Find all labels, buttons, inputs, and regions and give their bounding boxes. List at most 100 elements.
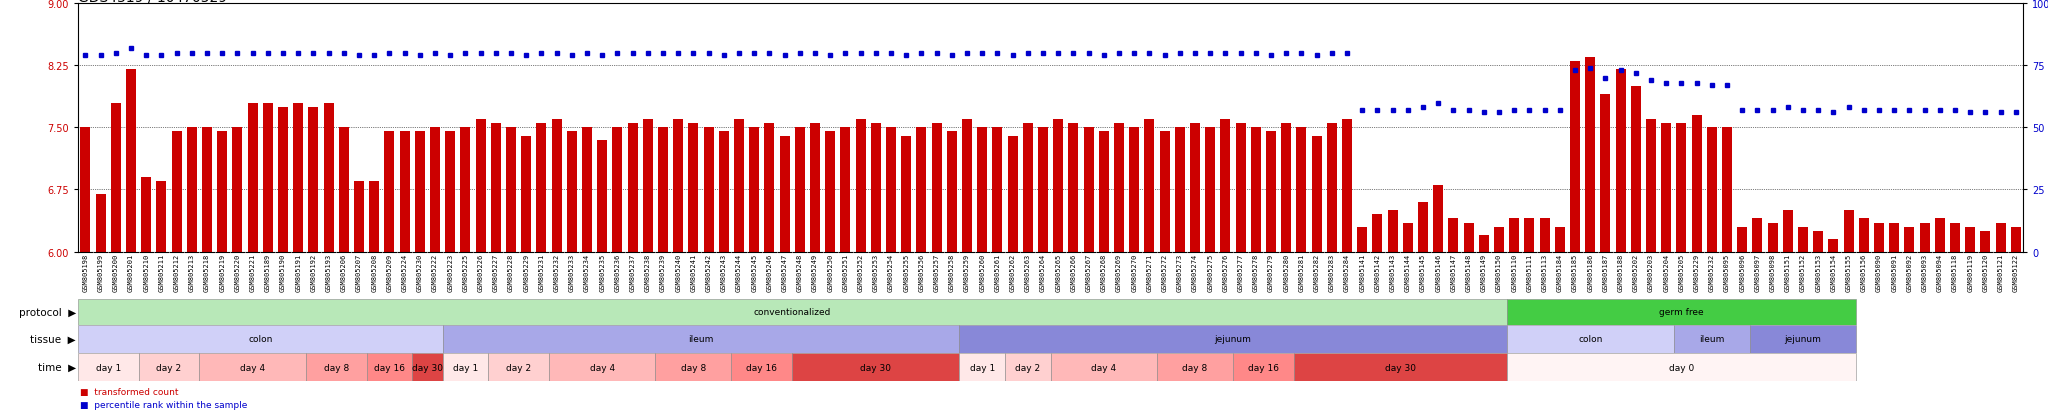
Bar (1251, 128, 1262, 252)
Text: GSM805268: GSM805268 (1102, 253, 1106, 292)
Bar (582, 128, 592, 252)
Text: GSM805204: GSM805204 (1663, 253, 1669, 292)
Text: jejunum: jejunum (1214, 335, 1251, 344)
Text: GSM805224: GSM805224 (401, 253, 408, 292)
Text: GSM805143: GSM805143 (1391, 253, 1395, 292)
Text: GSM805199: GSM805199 (98, 253, 104, 292)
Text: GSM805242: GSM805242 (707, 253, 711, 292)
Text: GSM805186: GSM805186 (1587, 253, 1593, 292)
Text: day 30: day 30 (860, 363, 891, 372)
Bar (1235, 124, 1245, 252)
Text: GSM805151: GSM805151 (1784, 253, 1790, 292)
Text: GSM805257: GSM805257 (934, 253, 940, 292)
Bar (1585, 58, 1595, 252)
Bar (96, 194, 106, 252)
Text: GSM805218: GSM805218 (205, 253, 211, 292)
Text: GSM805248: GSM805248 (797, 253, 803, 292)
Text: GSM805229: GSM805229 (522, 253, 528, 292)
Bar (78, 299, 1507, 325)
Bar (444, 132, 455, 252)
Bar (643, 120, 653, 252)
Bar (293, 103, 303, 252)
Text: GSM805280: GSM805280 (1284, 253, 1290, 292)
Text: tissue  ▶: tissue ▶ (31, 334, 76, 344)
Bar (1372, 215, 1382, 252)
Bar (217, 132, 227, 252)
Text: ileum: ileum (688, 335, 713, 344)
Text: day 8: day 8 (1182, 363, 1208, 372)
Bar (901, 136, 911, 252)
Text: GSM805243: GSM805243 (721, 253, 727, 292)
Bar (367, 353, 412, 381)
Text: GSM805233: GSM805233 (569, 253, 575, 292)
Bar (487, 353, 549, 381)
Text: GSM805095: GSM805095 (1724, 253, 1731, 292)
Bar (461, 128, 471, 252)
Bar (1495, 227, 1503, 252)
Text: GSM805252: GSM805252 (858, 253, 864, 292)
Text: GSM805279: GSM805279 (1268, 253, 1274, 292)
Bar (127, 70, 135, 252)
Text: day 8: day 8 (680, 363, 707, 372)
Bar (203, 128, 211, 252)
Bar (674, 120, 684, 252)
Text: GSM805212: GSM805212 (174, 253, 180, 292)
Bar (1673, 325, 1749, 353)
Bar (1100, 132, 1108, 252)
Bar (369, 182, 379, 252)
Text: GSM805142: GSM805142 (1374, 253, 1380, 292)
Text: GSM805203: GSM805203 (1649, 253, 1655, 292)
Bar (324, 103, 334, 252)
Bar (958, 325, 1507, 353)
Bar (1176, 128, 1184, 252)
Bar (506, 128, 516, 252)
Bar (1616, 70, 1626, 252)
Text: GSM805155: GSM805155 (1845, 253, 1851, 292)
Bar (655, 353, 731, 381)
Bar (442, 325, 958, 353)
Text: GSM805222: GSM805222 (432, 253, 438, 292)
Bar (811, 124, 819, 252)
Text: GSM805110: GSM805110 (1511, 253, 1518, 292)
Text: GSM805120: GSM805120 (1982, 253, 1989, 292)
Text: GSM805237: GSM805237 (629, 253, 635, 292)
Text: GSM805230: GSM805230 (418, 253, 422, 292)
Bar (1206, 128, 1214, 252)
Text: day 2: day 2 (1016, 363, 1040, 372)
Bar (932, 124, 942, 252)
Text: GSM805096: GSM805096 (1739, 253, 1745, 292)
Bar (795, 128, 805, 252)
Text: GSM805191: GSM805191 (295, 253, 301, 292)
Bar (1767, 223, 1778, 252)
Bar (958, 353, 1006, 381)
Text: GSM805228: GSM805228 (508, 253, 514, 292)
Bar (1294, 353, 1507, 381)
Bar (111, 103, 121, 252)
Text: day 1: day 1 (969, 363, 995, 372)
Bar (248, 103, 258, 252)
Bar (1890, 223, 1898, 252)
Text: GSM805231: GSM805231 (539, 253, 545, 292)
Text: GSM805201: GSM805201 (129, 253, 133, 292)
Text: conventionalized: conventionalized (754, 308, 831, 317)
Text: GSM805270: GSM805270 (1130, 253, 1137, 292)
Bar (1995, 223, 2005, 252)
Text: GSM805093: GSM805093 (1921, 253, 1927, 292)
Bar (1083, 128, 1094, 252)
Text: GSM805251: GSM805251 (842, 253, 848, 292)
Bar (1677, 124, 1686, 252)
Text: GSM805098: GSM805098 (1769, 253, 1776, 292)
Text: GSM805211: GSM805211 (158, 253, 164, 292)
Bar (719, 132, 729, 252)
Bar (870, 124, 881, 252)
Text: GSM805189: GSM805189 (264, 253, 270, 292)
Text: GSM805246: GSM805246 (766, 253, 772, 292)
Text: GSM805091: GSM805091 (1890, 253, 1896, 292)
Bar (1722, 128, 1733, 252)
Text: GSM805266: GSM805266 (1071, 253, 1077, 292)
Bar (1554, 227, 1565, 252)
Text: germ free: germ free (1659, 308, 1704, 317)
Bar (279, 107, 289, 252)
Bar (780, 136, 791, 252)
Bar (825, 132, 836, 252)
